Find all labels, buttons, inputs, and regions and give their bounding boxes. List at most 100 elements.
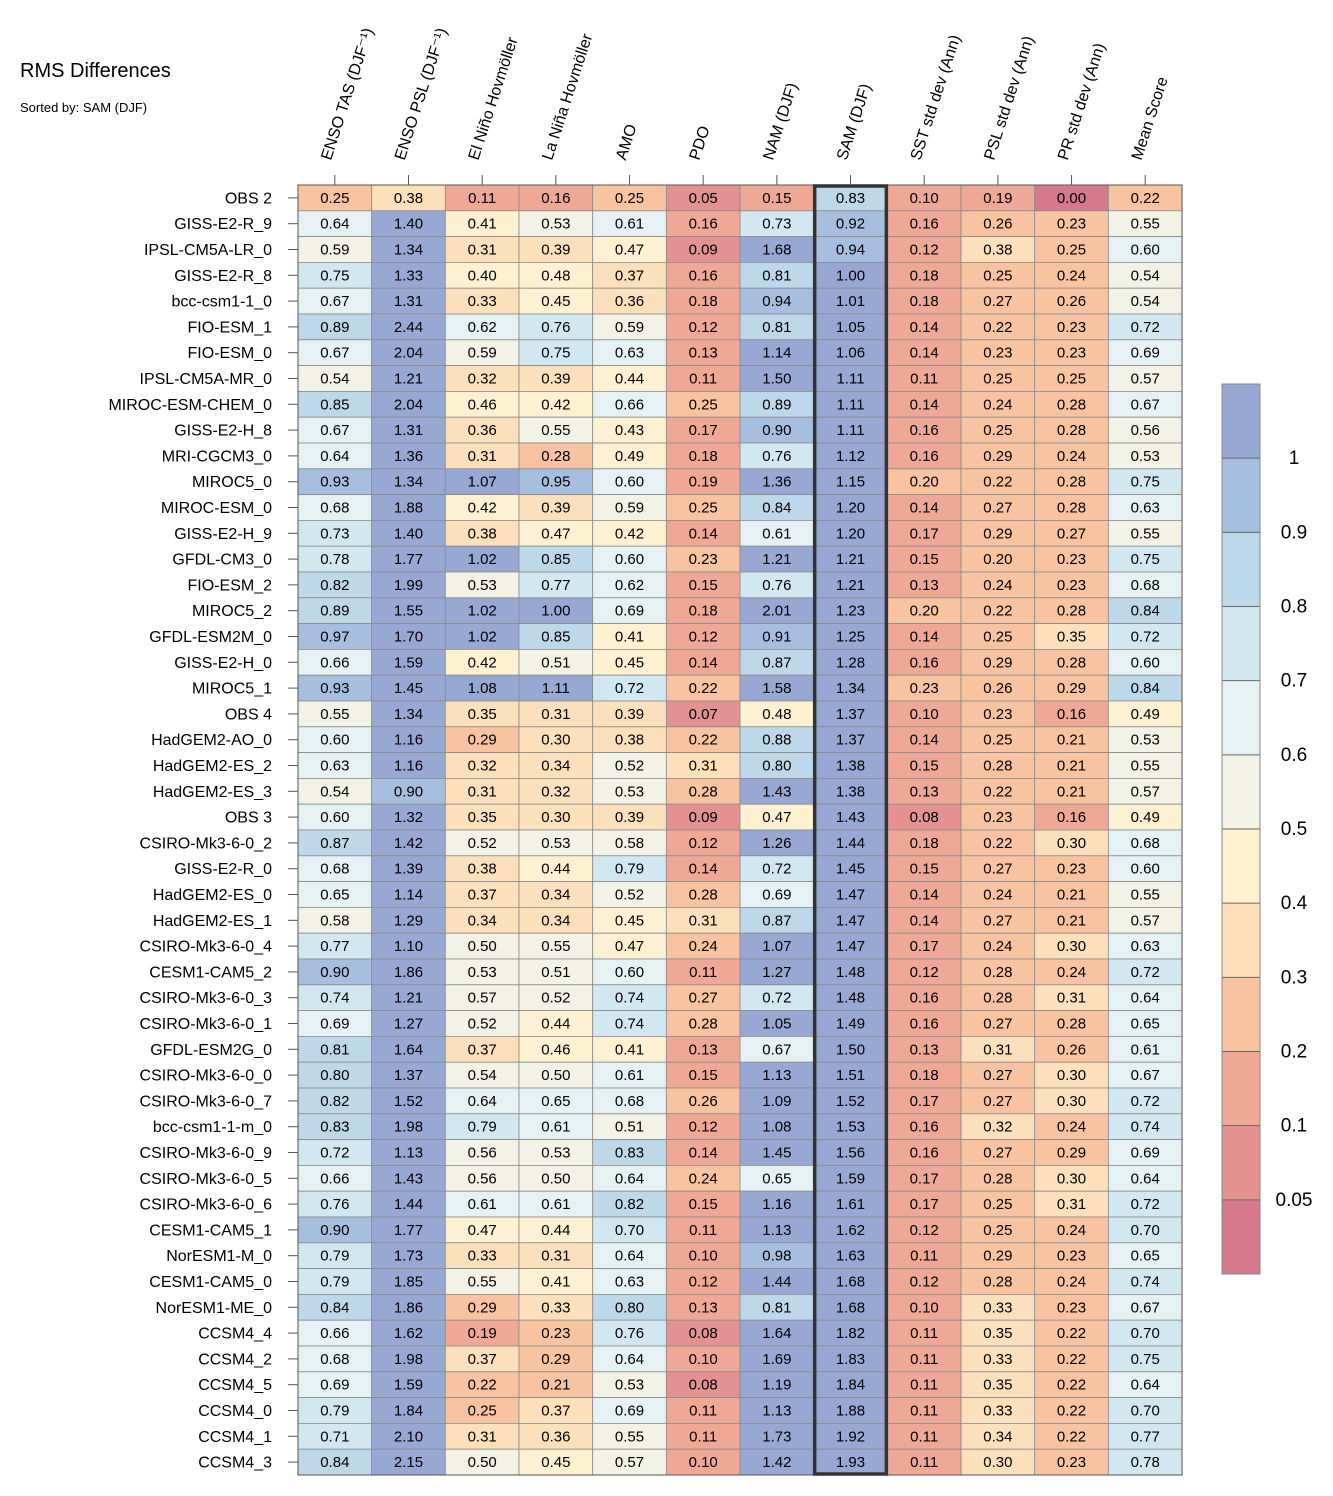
cell-value-label: 0.30 — [1057, 1093, 1086, 1110]
heatmap-cell — [813, 1448, 888, 1476]
cell-value-label: 0.14 — [689, 525, 718, 542]
cell-value-label: 0.20 — [983, 551, 1012, 568]
cell-value-label: 1.43 — [836, 809, 865, 826]
colorbar-swatch — [1222, 680, 1260, 755]
heatmap-cell — [1034, 1448, 1109, 1476]
heatmap-cell — [1034, 649, 1109, 676]
cell-value-label: 0.22 — [1057, 1351, 1086, 1368]
cell-value-label: 0.68 — [1131, 577, 1160, 594]
cell-value-label: 0.24 — [1057, 964, 1086, 981]
heatmap-cell — [665, 261, 741, 289]
cell-value-label: 0.44 — [615, 371, 644, 388]
heatmap-cell — [813, 1242, 888, 1270]
cell-value-label: 0.80 — [320, 1067, 349, 1084]
heatmap-cell — [371, 571, 446, 599]
cell-value-label: 0.27 — [689, 990, 718, 1007]
colorbar-swatch — [1222, 829, 1260, 904]
heatmap-cell — [813, 494, 888, 521]
heatmap-cell — [444, 623, 520, 650]
cell-value-label: 0.30 — [1057, 938, 1086, 955]
heatmap-cell — [1107, 674, 1183, 702]
cell-value-label: 0.67 — [1131, 1067, 1160, 1084]
heatmap-cell — [813, 1087, 888, 1115]
cell-value-label: 0.35 — [468, 809, 497, 826]
heatmap-cell — [297, 468, 373, 495]
cell-value-label: 0.60 — [1131, 654, 1160, 671]
heatmap-cell — [371, 339, 446, 366]
cell-value-label: 0.65 — [1131, 1248, 1160, 1265]
cell-value-label: 0.22 — [468, 1377, 497, 1394]
cell-value-label: 0.94 — [836, 242, 865, 259]
heatmap-cell — [518, 932, 594, 960]
cell-value-label: 0.21 — [1057, 758, 1086, 775]
cell-value-label: 0.13 — [689, 1299, 718, 1316]
cell-value-label: 0.47 — [541, 525, 570, 542]
cell-value-label: 0.24 — [1057, 1222, 1086, 1239]
heatmap-cell — [518, 1319, 594, 1347]
cell-value-label: 0.14 — [910, 396, 939, 413]
cell-value-label: 0.29 — [983, 525, 1012, 542]
heatmap-cell — [1034, 752, 1109, 779]
cell-value-label: 1.13 — [762, 1222, 791, 1239]
row-label: GISS-E2-H_9 — [174, 526, 272, 543]
row-label: CCSM4_4 — [198, 1326, 272, 1343]
heatmap-cell — [518, 390, 594, 418]
cell-value-label: 0.11 — [910, 1403, 938, 1420]
colorbar-label: 0.9 — [1281, 522, 1307, 543]
cell-value-label: 0.50 — [468, 1454, 497, 1471]
cell-value-label: 0.15 — [689, 1196, 718, 1213]
heatmap-cell — [886, 1036, 962, 1063]
heatmap-cell — [371, 649, 446, 676]
cell-value-label: 1.14 — [394, 887, 423, 904]
cell-value-label: 0.18 — [689, 293, 718, 310]
cell-value-label: 0.92 — [836, 216, 865, 233]
heatmap-cell — [592, 1139, 667, 1166]
heatmap-cell — [960, 829, 1036, 857]
cell-value-label: 0.28 — [689, 783, 718, 800]
heatmap-cell — [960, 236, 1036, 263]
heatmap-cell — [813, 1165, 888, 1192]
cell-value-label: 0.60 — [320, 732, 349, 749]
cell-value-label: 1.73 — [394, 1248, 423, 1265]
cell-value-label: 0.28 — [983, 1170, 1012, 1187]
row-label: HadGEM2-AO_0 — [151, 732, 272, 749]
heatmap-cell — [1034, 984, 1109, 1011]
cell-value-label: 0.28 — [1057, 422, 1086, 439]
row-label: CSIRO-Mk3-6-0_0 — [140, 1068, 273, 1085]
row-label: FIO-ESM_1 — [188, 319, 273, 336]
cell-value-label: 0.34 — [541, 758, 570, 775]
cell-value-label: 0.51 — [615, 1119, 644, 1136]
cell-value-label: 0.26 — [983, 216, 1012, 233]
heatmap-cell — [371, 1423, 446, 1450]
heatmap-cell — [518, 907, 594, 934]
row-label: CESM1-CAM5_1 — [149, 1222, 272, 1239]
heatmap-cell — [739, 1268, 815, 1295]
heatmap-cell — [297, 1061, 373, 1089]
heatmap-cell — [886, 365, 962, 392]
cell-value-label: 0.45 — [541, 1454, 570, 1471]
cell-value-label: 0.28 — [541, 448, 570, 465]
heatmap-cell — [1034, 1397, 1109, 1424]
colorbar-label: 0.4 — [1281, 893, 1308, 914]
cell-value-label: 0.28 — [1057, 396, 1086, 413]
heatmap-cell — [371, 236, 446, 263]
cell-value-label: 0.15 — [910, 861, 939, 878]
cell-value-label: 0.58 — [615, 835, 644, 852]
cell-value-label: 0.30 — [983, 1454, 1012, 1471]
heatmap-cell — [592, 545, 667, 573]
heatmap-cell — [444, 1139, 520, 1166]
heatmap-cell — [518, 958, 594, 986]
heatmap-cell — [371, 545, 446, 573]
cell-value-label: 0.20 — [910, 474, 939, 491]
cell-value-label: 0.87 — [320, 835, 349, 852]
heatmap-cell — [592, 1268, 667, 1295]
colorbar-label: 0.7 — [1281, 671, 1307, 692]
cell-value-label: 0.27 — [983, 861, 1012, 878]
cell-value-label: 0.42 — [615, 525, 644, 542]
cell-value-label: 0.16 — [910, 1145, 939, 1162]
cell-value-label: 0.30 — [541, 732, 570, 749]
cell-value-label: 0.52 — [615, 758, 644, 775]
cell-value-label: 0.41 — [615, 629, 644, 646]
cell-value-label: 0.55 — [615, 1428, 644, 1445]
cell-value-label: 0.75 — [1131, 474, 1160, 491]
